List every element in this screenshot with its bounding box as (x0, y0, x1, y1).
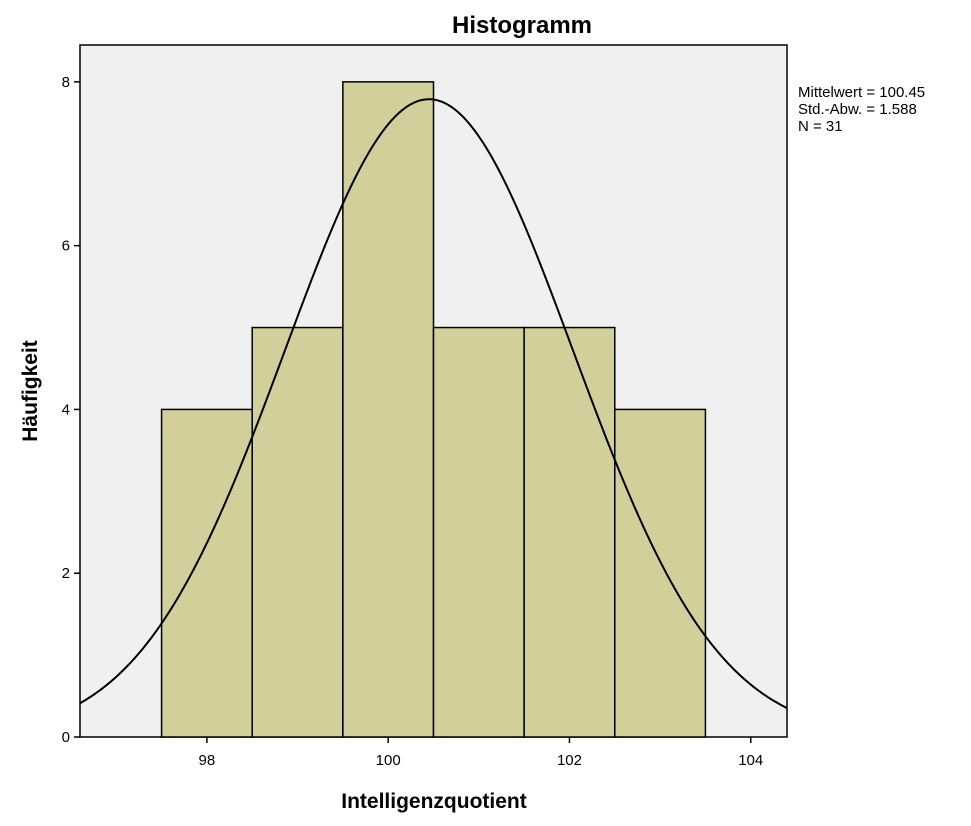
stats-line-1: Mittelwert = 100.45 (798, 84, 925, 101)
x-tick-label: 104 (738, 752, 763, 769)
y-tick-label: 6 (62, 238, 70, 255)
y-tick-label: 8 (62, 74, 70, 91)
histogram-bar-5 (523, 326, 616, 738)
histogram-bar-4 (432, 326, 525, 738)
histogram-bar-3 (342, 81, 435, 738)
histogram-bar-6 (614, 408, 707, 738)
x-tick-label: 102 (557, 752, 582, 769)
histogram-bar-1 (160, 408, 253, 738)
stats-line-3: N = 31 (798, 118, 843, 135)
y-axis-title: Häufigkeit (19, 340, 42, 442)
y-tick-label: 4 (62, 401, 70, 418)
x-tick-label: 98 (199, 752, 216, 769)
histogram-bar-2 (251, 326, 344, 738)
y-tick-label: 2 (62, 565, 70, 582)
stats-line-2: Std.-Abw. = 1.588 (798, 101, 917, 118)
normal-curve (79, 98, 788, 709)
chart-title: Histogramm (452, 12, 592, 39)
x-tick-label: 100 (376, 752, 401, 769)
y-tick-label: 0 (62, 729, 70, 746)
x-axis-title: Intelligenzquotient (341, 790, 526, 813)
